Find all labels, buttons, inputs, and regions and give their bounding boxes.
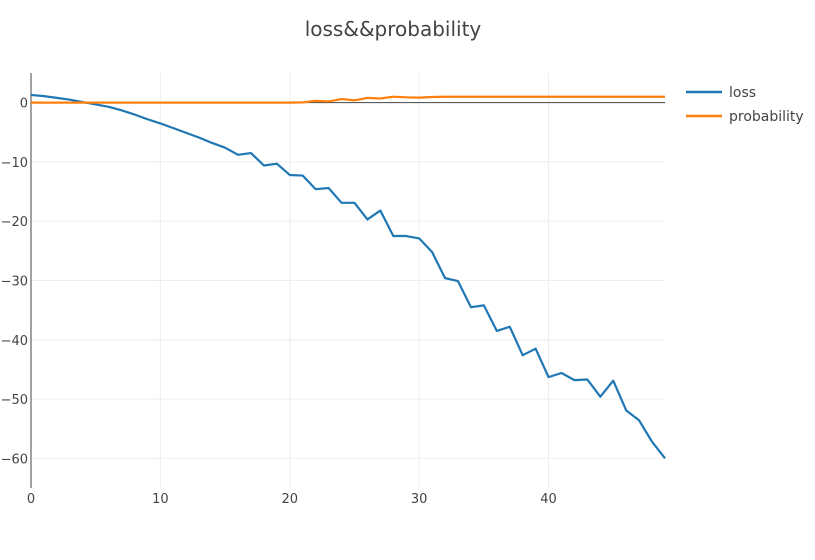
series-line-loss — [30, 93, 666, 460]
legend-label-probability: probability — [729, 109, 804, 125]
series-line-probability — [31, 95, 665, 104]
y-tick-label: 0 — [20, 97, 28, 112]
grid-lines — [31, 73, 665, 488]
x-tick-label: 20 — [282, 492, 299, 507]
y-tick-label: −20 — [1, 215, 28, 230]
x-tick-label: 0 — [27, 492, 35, 507]
y-tick-label: −60 — [1, 452, 28, 467]
y-tick-labels: 0 −10 −20 −30 −40 −50 −60 — [1, 97, 28, 468]
x-tick-label: 30 — [411, 492, 428, 507]
y-tick-label: −10 — [1, 156, 28, 171]
y-tick-label: −50 — [1, 393, 28, 408]
y-tick-label: −30 — [1, 275, 28, 290]
x-tick-label: 10 — [152, 492, 169, 507]
legend-label-loss: loss — [729, 85, 756, 101]
x-tick-labels: 0 10 20 30 40 — [27, 492, 557, 507]
y-tick-label: −40 — [1, 334, 28, 349]
legend: loss probability — [686, 85, 804, 125]
x-tick-label: 40 — [540, 492, 557, 507]
chart-title: loss&&probability — [305, 17, 482, 41]
series-lines — [30, 93, 666, 460]
